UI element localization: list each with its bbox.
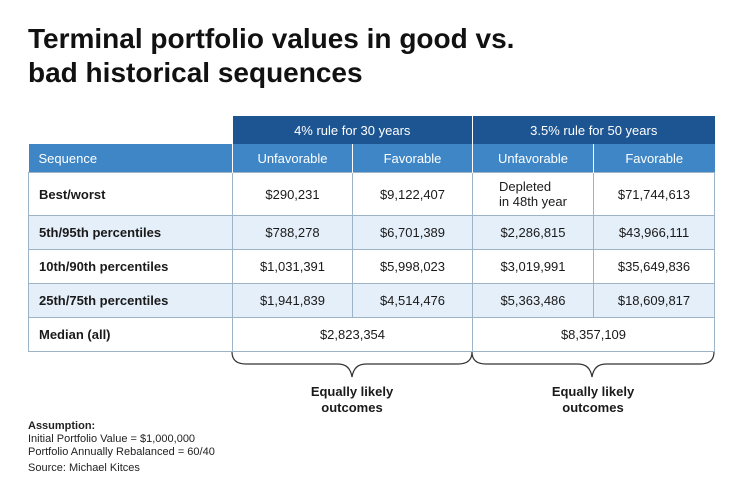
depleted-note: Depleted in 48th year [499,179,567,209]
table-cell-merged: $2,823,354 [232,317,473,352]
table-cell: $6,701,389 [352,215,473,250]
table-row: 5th/95th percentiles $788,278 $6,701,389… [28,215,715,250]
column-header-unfavorable-30: Unfavorable [232,144,353,173]
table-cell: $5,998,023 [352,249,473,284]
outcome-label-30yr: Equally likely outcomes [272,384,432,416]
column-header-favorable-30: Favorable [352,144,473,173]
depleted-text: Depleted [499,179,552,194]
group-header-3-5pct-50yr: 3.5% rule for 50 years [472,116,715,144]
table-row: Median (all) $2,823,354 $8,357,109 [28,317,715,352]
portfolio-values-table: 4% rule for 30 years 3.5% rule for 50 ye… [28,116,715,352]
outcome-label-50yr: Equally likely outcomes [513,384,673,416]
table-cell: $5,363,486 [472,283,594,318]
table-row: 10th/90th percentiles $1,031,391 $5,998,… [28,249,715,284]
group-header-blank [29,116,233,144]
table-row: Best/worst $290,231 $9,122,407 Depleted … [28,172,715,216]
table-cell: $788,278 [232,215,353,250]
table-cell: $1,031,391 [232,249,353,284]
row-label: 5th/95th percentiles [28,215,233,250]
outcome-line-2: outcomes [321,400,383,415]
assumption-line-1: Initial Portfolio Value = $1,000,000 [28,433,196,445]
right-brace [471,351,715,378]
table-cell: $290,231 [232,172,353,216]
outcome-line-2: outcomes [562,400,624,415]
table-cell: $71,744,613 [593,172,715,216]
source-line: Source: Michael Kitces [28,462,140,474]
table-cell: $3,019,991 [472,249,594,284]
column-header-unfavorable-50: Unfavorable [472,144,594,173]
chart-title: Terminal portfolio values in good vs. ba… [28,22,708,90]
title-line-2: bad historical sequences [28,57,363,88]
table-cell: $43,966,111 [593,215,715,250]
column-header-sequence: Sequence [28,144,233,173]
title-line-1: Terminal portfolio values in good vs. [28,23,515,54]
table-cell-merged: $8,357,109 [472,317,715,352]
assumption-heading: Assumption: [28,420,96,432]
table-cell: $1,941,839 [232,283,353,318]
table-cell: $9,122,407 [352,172,473,216]
row-label: 10th/90th percentiles [28,249,233,284]
column-header-row: Sequence Unfavorable Favorable Unfavorab… [28,144,715,173]
left-brace [231,351,473,378]
group-header-4pct-30yr: 4% rule for 30 years [232,116,473,144]
table-cell: $35,649,836 [593,249,715,284]
column-header-favorable-50: Favorable [593,144,715,173]
row-label: Best/worst [28,172,233,216]
table-row: 25th/75th percentiles $1,941,839 $4,514,… [28,283,715,318]
outcome-line-1: Equally likely [551,384,635,399]
row-label: Median (all) [28,317,233,352]
table-cell: Depleted in 48th year [472,172,594,216]
row-label: 25th/75th percentiles [28,283,233,318]
depleted-year-text: in 48th year [499,194,567,209]
outcome-line-1: Equally likely [310,384,394,399]
table-cell: $18,609,817 [593,283,715,318]
group-header-row: 4% rule for 30 years 3.5% rule for 50 ye… [29,116,715,144]
table-cell: $4,514,476 [352,283,473,318]
assumption-notes: Assumption: Initial Portfolio Value = $1… [28,420,215,475]
table-cell: $2,286,815 [472,215,594,250]
assumption-line-2: Portfolio Annually Rebalanced = 60/40 [28,446,215,458]
